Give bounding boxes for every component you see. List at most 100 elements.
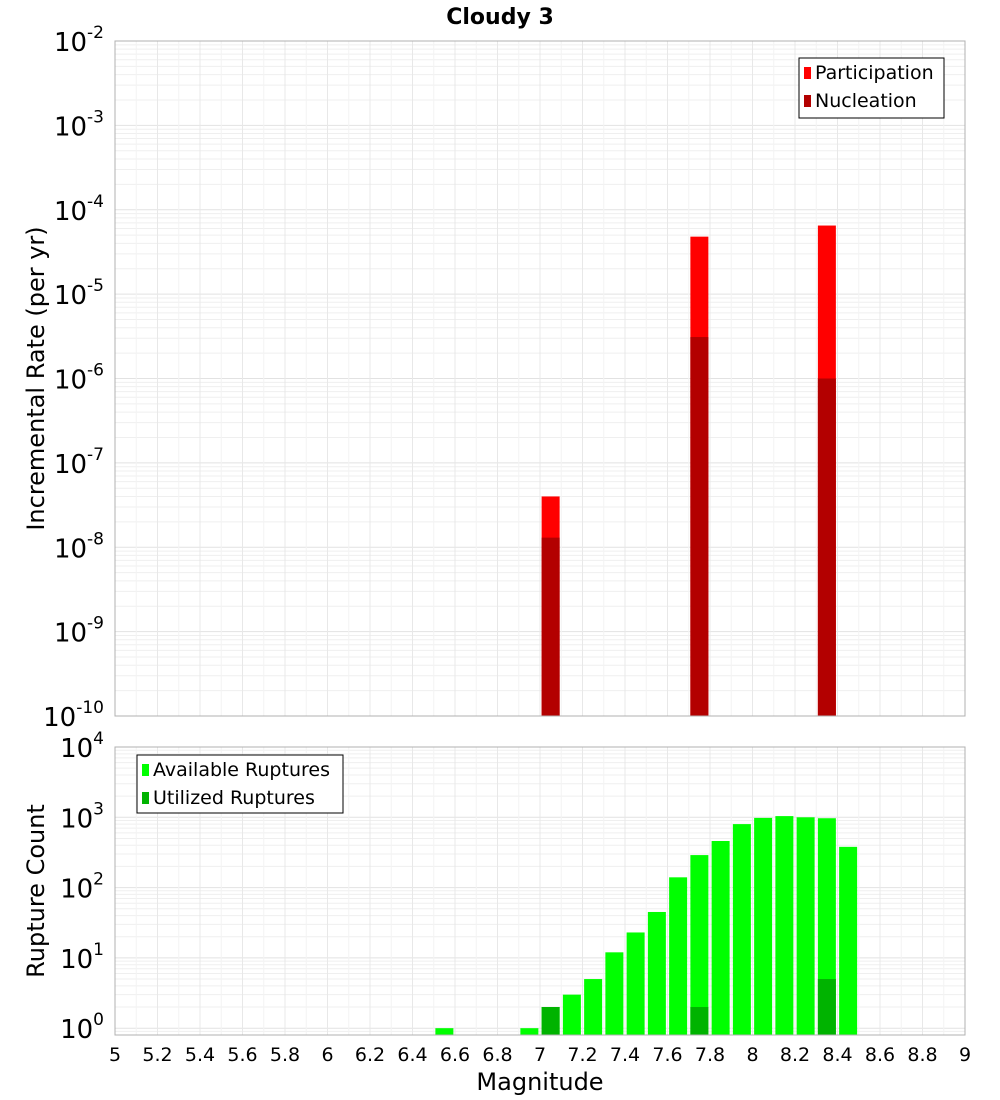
y-tick-base: 10 <box>54 28 87 58</box>
x-tick-label: 8 <box>746 1044 758 1066</box>
rate-panel: 10-1010-910-810-710-610-510-410-310-2Inc… <box>22 23 966 733</box>
x-tick-label: 5.2 <box>142 1044 172 1066</box>
plot-frame <box>114 40 966 717</box>
y-tick-label: 10-3 <box>54 107 104 142</box>
y-tick-exponent: -5 <box>87 276 104 296</box>
legend-label: Participation <box>815 62 934 84</box>
bar-available-ruptures <box>839 846 858 1035</box>
x-tick-label: 7.6 <box>652 1044 682 1066</box>
y-tick-base: 10 <box>54 197 87 227</box>
bar-utilized-ruptures <box>817 979 836 1035</box>
legend-swatch <box>804 67 811 79</box>
y-tick-exponent: 1 <box>93 940 104 960</box>
plot-frame <box>114 746 966 1036</box>
x-tick-label: 6 <box>321 1044 333 1066</box>
legend: Participation Nucleation <box>798 57 945 119</box>
x-tick-label: 7.2 <box>567 1044 597 1066</box>
y-tick-exponent: -6 <box>87 361 104 381</box>
bar-available-ruptures <box>732 824 751 1035</box>
y-tick-label: 10-10 <box>43 698 104 733</box>
y-tick-base: 10 <box>54 112 87 142</box>
x-tick-label: 6.4 <box>397 1044 427 1066</box>
y-tick-exponent: -3 <box>87 107 104 127</box>
y-tick-label: 100 <box>60 1010 104 1045</box>
y-tick-exponent: -2 <box>87 23 104 43</box>
y-tick-base: 10 <box>60 945 93 975</box>
legend-box <box>798 57 945 119</box>
y-tick-exponent: 0 <box>93 1010 104 1030</box>
y-tick-exponent: -4 <box>87 192 104 212</box>
bar-nucleation <box>690 337 709 716</box>
y-tick-exponent: 4 <box>93 729 104 749</box>
bar-available-ruptures <box>584 979 603 1035</box>
y-tick-base: 10 <box>60 804 93 834</box>
x-tick-label: 6.6 <box>440 1044 470 1066</box>
bar-available-ruptures <box>435 1028 454 1035</box>
x-tick-label: 7.8 <box>695 1044 725 1066</box>
legend-box <box>136 754 344 814</box>
bar-available-ruptures <box>775 816 794 1035</box>
bar-available-ruptures <box>520 1028 539 1035</box>
x-tick-label: 8.8 <box>907 1044 937 1066</box>
x-tick-label: 7 <box>534 1044 546 1066</box>
y-tick-exponent: -7 <box>87 445 104 465</box>
bar-available-ruptures <box>669 877 688 1035</box>
bar-available-ruptures <box>796 817 815 1035</box>
bar-nucleation <box>817 378 836 716</box>
y-tick-label: 101 <box>60 940 104 975</box>
x-axis-label: Magnitude <box>476 1068 603 1096</box>
legend-label: Available Ruptures <box>153 759 330 781</box>
bar-available-ruptures <box>711 841 730 1035</box>
legend-swatch <box>142 764 149 776</box>
bar-available-ruptures <box>754 817 773 1035</box>
x-tick-label: 9 <box>959 1044 971 1066</box>
y-tick-exponent: -9 <box>87 614 104 634</box>
legend-swatch <box>804 95 811 107</box>
bar-available-ruptures <box>647 911 666 1035</box>
y-tick-label: 10-4 <box>54 192 104 227</box>
legend: Available Ruptures Utilized Ruptures <box>136 754 344 814</box>
y-tick-label: 102 <box>60 870 104 905</box>
y-tick-label: 103 <box>60 799 104 834</box>
y-tick-label: 10-2 <box>54 23 104 58</box>
x-tick-label: 8.2 <box>780 1044 810 1066</box>
x-tick-label: 6.8 <box>482 1044 512 1066</box>
x-tick-label: 5 <box>109 1044 121 1066</box>
bar-available-ruptures <box>562 994 581 1035</box>
y-tick-exponent: -8 <box>87 529 104 549</box>
bar-available-ruptures <box>626 932 645 1035</box>
y-tick-exponent: -10 <box>76 698 104 718</box>
bar-nucleation <box>541 537 560 716</box>
y-tick-base: 10 <box>54 281 87 311</box>
y-tick-base: 10 <box>60 1015 93 1045</box>
y-tick-base: 10 <box>54 366 87 396</box>
x-tick-label: 6.2 <box>355 1044 385 1066</box>
x-tick-label: 5.6 <box>227 1044 257 1066</box>
y-tick-base: 10 <box>54 534 87 564</box>
legend-label: Utilized Ruptures <box>153 787 315 809</box>
y-axis-label: Rupture Count <box>22 804 50 978</box>
x-tick-label: 5.4 <box>185 1044 215 1066</box>
bar-utilized-ruptures <box>541 1007 560 1035</box>
y-tick-label: 104 <box>60 729 104 764</box>
y-tick-exponent: 2 <box>93 870 104 890</box>
bar-available-ruptures <box>690 855 709 1035</box>
y-tick-base: 10 <box>60 875 93 905</box>
x-tick-label: 7.4 <box>610 1044 640 1066</box>
y-tick-label: 10-8 <box>54 529 104 564</box>
y-tick-base: 10 <box>43 703 76 733</box>
bar-available-ruptures <box>605 952 624 1035</box>
y-tick-base: 10 <box>60 734 93 764</box>
chart-title: Cloudy 3 <box>446 5 554 30</box>
y-tick-base: 10 <box>54 619 87 649</box>
legend-label: Nucleation <box>815 90 917 112</box>
y-axis-label: Incremental Rate (per yr) <box>22 226 50 530</box>
y-tick-base: 10 <box>54 450 87 480</box>
y-tick-exponent: 3 <box>93 799 104 819</box>
x-tick-label: 5.8 <box>270 1044 300 1066</box>
y-tick-label: 10-9 <box>54 614 104 649</box>
y-tick-label: 10-7 <box>54 445 104 480</box>
y-tick-label: 10-6 <box>54 361 104 396</box>
